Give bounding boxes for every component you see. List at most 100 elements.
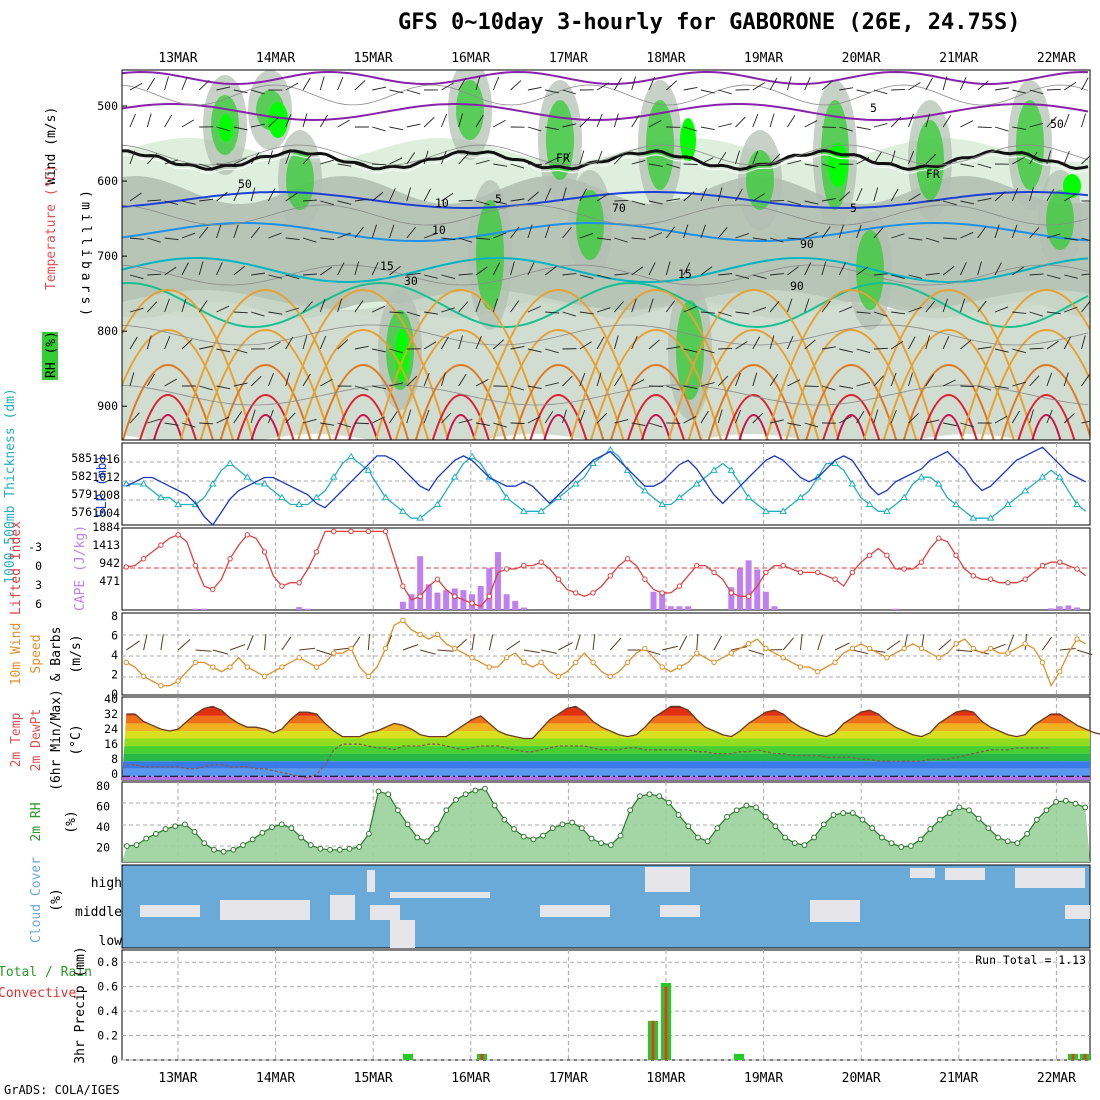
data-point — [555, 673, 562, 680]
wind-barb — [700, 157, 714, 165]
series-line — [126, 705, 1100, 740]
data-point — [1033, 816, 1040, 823]
precip-ylabel: 3hr Precip (mm) — [73, 946, 88, 1063]
date-label-top: 15MAR — [354, 51, 393, 66]
ylabel-line: Cloud Cover — [29, 857, 44, 943]
wind-barb — [1046, 274, 1061, 280]
precip-conv-bar — [1071, 1053, 1075, 1060]
wind-barb — [475, 237, 490, 240]
ylabel-line: SLP (mb) — [95, 455, 110, 518]
wind-barb — [406, 311, 421, 317]
upper-ylabel-right: (millibars) — [78, 190, 93, 320]
wind-barb — [164, 335, 171, 350]
data-point — [243, 473, 252, 480]
wind-barb — [717, 152, 727, 165]
wind-barb — [1081, 374, 1090, 387]
precip-conv-bar — [1083, 1053, 1087, 1060]
data-point — [711, 659, 717, 666]
wind-barb — [873, 273, 888, 276]
wind-barb — [441, 336, 449, 350]
data-point — [607, 842, 614, 848]
wind-barb — [596, 193, 610, 202]
ylabel-line: Lifted Index — [9, 521, 24, 615]
wind-barb — [614, 301, 624, 313]
date-label-bottom: 19MAR — [744, 1071, 783, 1086]
warm-dome-contour — [980, 329, 1090, 440]
wind-barb — [700, 224, 706, 239]
temp-tick: 32 — [104, 707, 118, 721]
slp-tick: 1008 — [92, 488, 120, 502]
cape-ylabel: CAPE (J/kg) — [73, 525, 88, 611]
data-point — [1005, 579, 1011, 586]
warm-dome-contour — [765, 289, 938, 440]
li-tick: -3 — [28, 540, 42, 554]
data-point — [589, 459, 597, 466]
wind-barb — [458, 273, 473, 276]
wind-barb — [1081, 300, 1090, 313]
cloud-gap — [1015, 868, 1085, 888]
wind-barb — [268, 117, 279, 128]
wind-barb — [441, 82, 454, 91]
wind-barb — [821, 300, 831, 313]
precip-tick: 0.6 — [97, 980, 118, 994]
wind-barb — [821, 198, 836, 202]
data-point — [346, 845, 353, 852]
wind-barb — [596, 336, 605, 350]
data-point — [848, 480, 857, 487]
cape-bar — [192, 608, 199, 610]
wind-barb — [320, 200, 334, 206]
temp-tick: 0 — [111, 767, 118, 781]
rh2m-tick: 40 — [96, 820, 110, 834]
wind-barb — [787, 237, 802, 240]
rh2m-ylabel-1: 2m RH — [29, 802, 44, 841]
wind-barb — [160, 634, 164, 651]
wind-barb — [717, 409, 723, 424]
data-point — [486, 664, 493, 670]
wind-barb — [873, 347, 888, 350]
data-point — [1043, 807, 1050, 814]
date-label-bottom: 15MAR — [354, 1071, 393, 1086]
cape-bar — [399, 601, 406, 610]
wind-barb — [908, 193, 921, 202]
wind-barb — [268, 311, 283, 315]
precip-legend-total: Total / Rain — [0, 965, 92, 980]
data-point — [298, 834, 304, 841]
wind-barb — [143, 634, 148, 651]
data-point — [1004, 500, 1012, 507]
temp-contour-minus10 — [122, 70, 1089, 86]
data-point — [140, 556, 147, 562]
wind-barb — [1081, 420, 1090, 424]
upper-panel-contours: 5 5 5 10 15 15 FR FR 10 30 50 50 70 90 90 — [122, 70, 1090, 440]
data-point — [985, 825, 992, 832]
wind-panel-frame — [121, 612, 1091, 696]
wind-barb — [164, 200, 179, 206]
li-tick: 3 — [35, 578, 42, 592]
wind-barb — [562, 273, 577, 276]
cloud-gap — [390, 920, 415, 948]
rh-max — [828, 143, 848, 187]
warm-dome-contour — [738, 414, 769, 440]
data-point — [1014, 840, 1021, 847]
rh-color-key — [42, 332, 58, 380]
cloud-gaps — [140, 867, 1090, 948]
wind-barb — [281, 636, 292, 651]
wind-barb — [994, 87, 1009, 91]
precip-tick: 0 — [111, 1053, 118, 1067]
data-point — [157, 493, 165, 501]
warm-dome-contour — [1017, 394, 1076, 440]
wind-barb — [683, 224, 689, 239]
cape-tick: 471 — [99, 574, 120, 588]
wind-barb — [925, 77, 933, 91]
data-point — [937, 816, 943, 823]
series-line — [126, 446, 1086, 527]
data-point — [733, 807, 740, 814]
wind-barb — [510, 198, 525, 202]
wind-barb — [942, 115, 952, 128]
wind-barb — [839, 415, 852, 424]
data-point — [559, 821, 566, 828]
wind-barb — [181, 200, 196, 205]
date-label-top: 13MAR — [158, 51, 197, 66]
wind-barb — [873, 375, 884, 387]
data-point — [364, 466, 373, 473]
temp-contour-minus5 — [122, 103, 1089, 122]
